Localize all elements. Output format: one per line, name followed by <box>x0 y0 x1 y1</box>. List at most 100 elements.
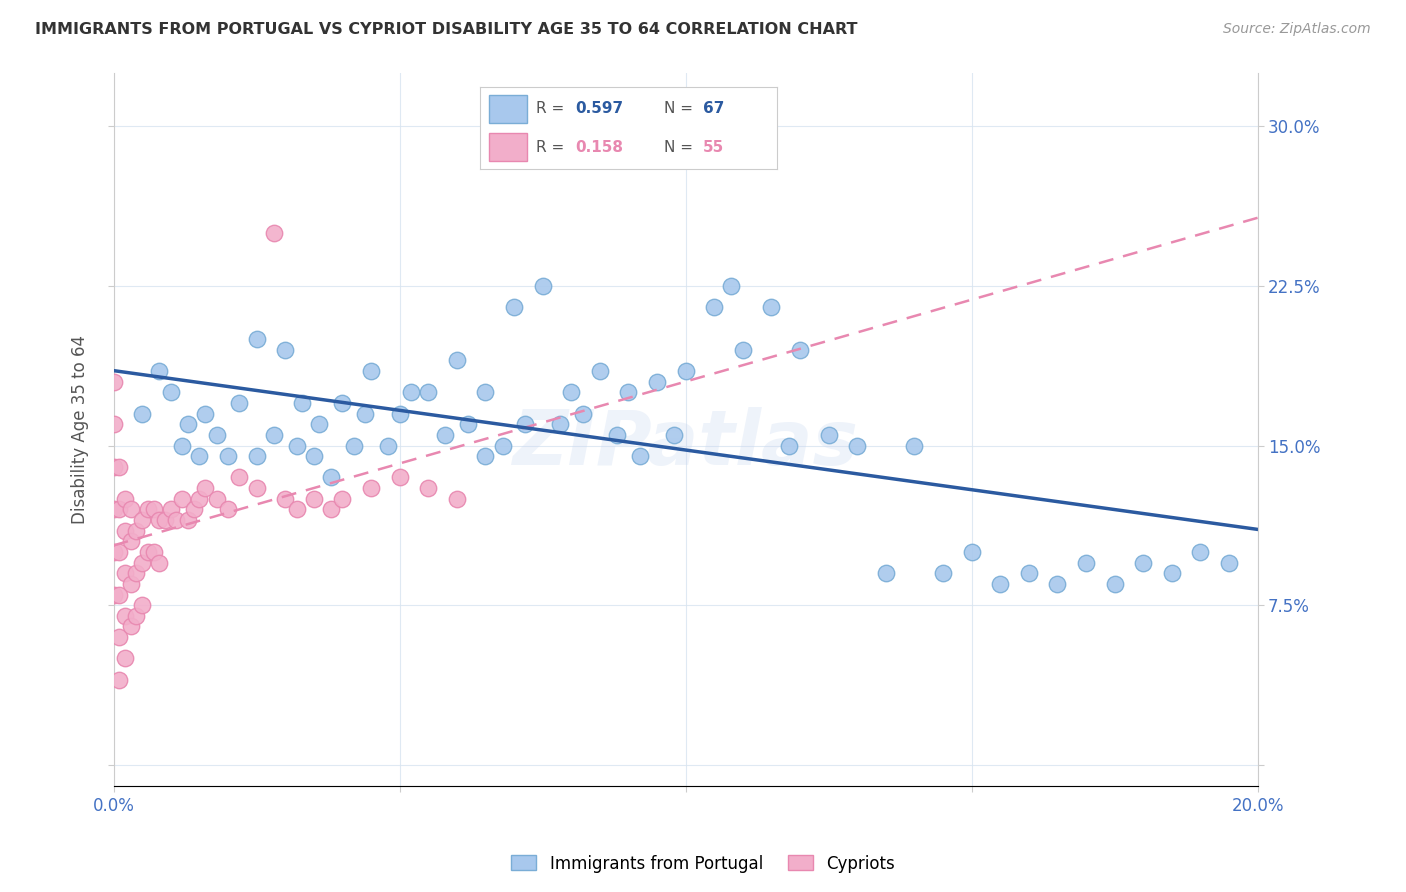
Point <box>875 566 897 581</box>
Point <box>159 385 181 400</box>
Point <box>188 449 211 463</box>
Point <box>136 502 159 516</box>
Point <box>531 278 554 293</box>
Point <box>1046 577 1069 591</box>
Point <box>108 673 131 687</box>
Point <box>846 438 869 452</box>
Point <box>388 470 411 484</box>
Point <box>103 375 125 389</box>
Point <box>172 438 194 452</box>
Point <box>332 396 354 410</box>
Point <box>960 545 983 559</box>
Point <box>675 364 697 378</box>
Point <box>159 502 181 516</box>
Point <box>434 428 457 442</box>
Point <box>418 481 440 495</box>
Point <box>548 417 571 432</box>
Point <box>571 407 593 421</box>
Y-axis label: Disability Age 35 to 64: Disability Age 35 to 64 <box>72 335 89 524</box>
Point <box>1160 566 1182 581</box>
Point <box>662 428 685 442</box>
Point <box>645 375 668 389</box>
Point <box>108 588 131 602</box>
Point <box>114 524 136 538</box>
Point <box>177 417 200 432</box>
Point <box>474 385 496 400</box>
Point <box>903 438 925 452</box>
Point <box>1018 566 1040 581</box>
Point <box>285 438 308 452</box>
Point <box>125 566 148 581</box>
Point <box>245 449 267 463</box>
Point <box>131 407 153 421</box>
Point <box>388 407 411 421</box>
Point <box>503 300 526 314</box>
Point <box>228 396 250 410</box>
Point <box>617 385 640 400</box>
Point <box>399 385 422 400</box>
Text: ZIPatlas: ZIPatlas <box>513 407 859 481</box>
Point <box>108 502 131 516</box>
Point <box>183 502 205 516</box>
Point <box>1189 545 1212 559</box>
Point <box>319 502 342 516</box>
Point <box>457 417 479 432</box>
Point <box>1132 556 1154 570</box>
Point <box>148 513 170 527</box>
Point <box>103 502 125 516</box>
Point <box>188 491 211 506</box>
Point <box>120 619 142 633</box>
Point <box>720 278 742 293</box>
Point <box>1104 577 1126 591</box>
Point <box>332 491 354 506</box>
Point <box>125 524 148 538</box>
Point <box>761 300 783 314</box>
Point <box>120 502 142 516</box>
Point <box>245 481 267 495</box>
Point <box>274 343 297 357</box>
Point <box>1074 556 1097 570</box>
Point <box>778 438 800 452</box>
Point <box>103 588 125 602</box>
Point <box>274 491 297 506</box>
Point <box>308 417 330 432</box>
Point <box>360 364 382 378</box>
Point <box>418 385 440 400</box>
Point <box>217 449 239 463</box>
Point <box>103 459 125 474</box>
Point <box>153 513 176 527</box>
Point <box>606 428 628 442</box>
Point <box>302 491 325 506</box>
Point <box>302 449 325 463</box>
Point <box>354 407 377 421</box>
Point <box>120 577 142 591</box>
Point <box>515 417 537 432</box>
Point <box>131 513 153 527</box>
Point <box>343 438 366 452</box>
Point <box>103 417 125 432</box>
Point <box>731 343 754 357</box>
Point <box>205 491 228 506</box>
Point <box>263 226 285 240</box>
Point <box>136 545 159 559</box>
Point <box>194 407 217 421</box>
Point <box>377 438 399 452</box>
Point <box>120 534 142 549</box>
Point <box>319 470 342 484</box>
Point <box>1218 556 1240 570</box>
Point <box>194 481 217 495</box>
Point <box>172 491 194 506</box>
Point <box>263 428 285 442</box>
Point <box>114 608 136 623</box>
Point <box>108 630 131 644</box>
Point <box>988 577 1011 591</box>
Legend: Immigrants from Portugal, Cypriots: Immigrants from Portugal, Cypriots <box>505 848 901 880</box>
Point <box>114 651 136 665</box>
Point <box>166 513 188 527</box>
Point <box>131 598 153 612</box>
Point <box>177 513 200 527</box>
Point <box>114 491 136 506</box>
Point <box>491 438 513 452</box>
Point <box>142 545 165 559</box>
Point <box>103 545 125 559</box>
